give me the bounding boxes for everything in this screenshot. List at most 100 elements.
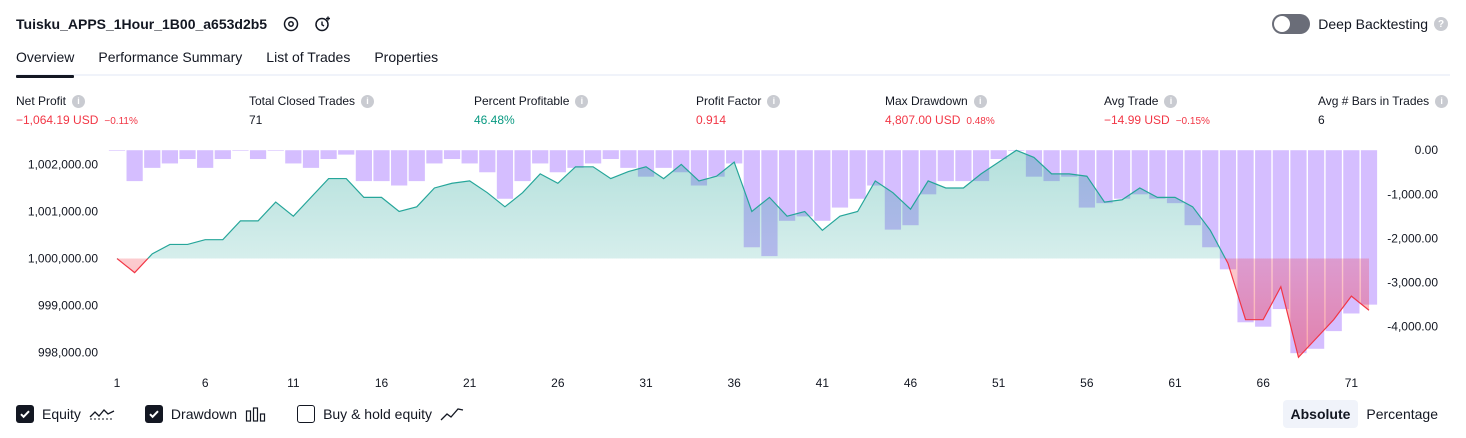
- info-icon[interactable]: i: [72, 94, 86, 108]
- drawdown-bar: [144, 150, 161, 168]
- metric-avg-bars-in-trades: Avg # Bars in Trades i 6: [1318, 93, 1449, 129]
- x-tick-label: 61: [1168, 376, 1182, 390]
- deep-backtesting-toggle[interactable]: [1272, 14, 1311, 34]
- absolute-button[interactable]: Absolute: [1282, 400, 1359, 428]
- metric-label: Avg Trade: [1104, 94, 1159, 108]
- x-tick-label: 1: [114, 376, 121, 390]
- legend-label: Drawdown: [170, 406, 238, 422]
- info-icon[interactable]: i: [767, 94, 781, 108]
- metric-sub: −0.15%: [1175, 116, 1210, 127]
- metric-label: Max Drawdown: [885, 94, 968, 108]
- y-tick-label-right: -2,000.00: [1387, 231, 1438, 245]
- info-icon[interactable]: i: [973, 94, 987, 108]
- drawdown-bar: [496, 150, 514, 199]
- legend-label: Equity: [42, 406, 81, 422]
- metric-value: 46.48%: [474, 113, 515, 127]
- equity-area-positive: [147, 150, 1226, 259]
- chart-legend: Equity Drawdown Buy & hold equity: [16, 402, 494, 426]
- x-tick-label: 51: [992, 376, 1006, 390]
- settings-icon[interactable]: [281, 14, 301, 34]
- drawdown-bar: [778, 150, 796, 221]
- drawdown-bar: [285, 150, 302, 164]
- metric-percent-profitable: Percent Profitable i 46.48%: [474, 93, 589, 129]
- x-tick-label: 16: [375, 376, 389, 390]
- drawdown-bar: [1219, 150, 1237, 270]
- y-tick-label-right: -4,000.00: [1387, 320, 1438, 334]
- drawdown-bar: [408, 150, 425, 182]
- checkbox-checked-icon[interactable]: [16, 405, 34, 423]
- drawdown-bar: [673, 150, 690, 173]
- x-tick-label: 31: [639, 376, 653, 390]
- tab-list-of-trades[interactable]: List of Trades: [266, 49, 351, 65]
- metric-max-drawdown: Max Drawdown i 4,807.00 USD 0.48%: [885, 93, 995, 129]
- drawdown-bar: [443, 150, 461, 160]
- drawdown-bar: [214, 150, 231, 160]
- drawdown-bar: [602, 150, 619, 160]
- drawdown-bar: [108, 150, 126, 151]
- drawdown-bar: [567, 150, 584, 168]
- info-icon[interactable]: i: [1435, 94, 1449, 108]
- y-tick-label-left: 1,002,000.00: [28, 157, 98, 171]
- metric-label: Total Closed Trades: [249, 94, 356, 108]
- drawdown-bar: [126, 150, 143, 182]
- drawdown-bar: [955, 150, 972, 182]
- drawdown-bar: [391, 150, 408, 186]
- x-tick-label: 6: [202, 376, 209, 390]
- drawdown-bar: [355, 150, 372, 182]
- drawdown-bar: [937, 150, 954, 182]
- drawdown-bar: [814, 150, 831, 221]
- legend-drawdown[interactable]: Drawdown: [144, 405, 267, 423]
- drawdown-bar: [726, 150, 743, 164]
- drawdown-bar: [197, 150, 214, 168]
- equity-drawdown-chart[interactable]: 998,000.00 999,000.00 1,000,000.00 1,001,00…: [0, 140, 1466, 392]
- x-tick-label: 71: [1345, 376, 1359, 390]
- y-tick-label-left: 1,001,000.00: [28, 204, 98, 218]
- drawdown-bar: [990, 150, 1007, 160]
- add-alert-icon[interactable]: [313, 14, 333, 34]
- drawdown-bar: [1096, 150, 1113, 204]
- drawdown-bar: [585, 150, 602, 164]
- info-icon[interactable]: i: [1164, 94, 1178, 108]
- metric-value: −14.99 USD: [1104, 113, 1170, 127]
- metric-value: 4,807.00 USD: [885, 113, 961, 127]
- tab-bar: Overview Performance Summary List of Tra…: [16, 46, 1450, 78]
- x-tick-label: 36: [728, 376, 742, 390]
- metric-value: −1,064.19 USD: [16, 113, 99, 127]
- metric-value: 71: [249, 113, 263, 127]
- x-tick-label: 21: [463, 376, 477, 390]
- metric-net-profit: Net Profit i −1,064.19 USD −0.11%: [16, 93, 138, 129]
- tab-overview[interactable]: Overview: [16, 46, 75, 78]
- strategy-title: Tuisku_APPS_1Hour_1B00_a653d2b5: [16, 16, 268, 32]
- legend-buy-hold-equity[interactable]: Buy & hold equity: [297, 405, 464, 423]
- x-tick-label: 11: [287, 376, 300, 390]
- deep-backtesting: Deep Backtesting ?: [1272, 12, 1448, 36]
- drawdown-bar: [514, 150, 531, 182]
- drawdown-bar: [1131, 150, 1148, 195]
- tab-properties[interactable]: Properties: [374, 49, 439, 65]
- equity-area-negative: [117, 258, 1369, 358]
- x-tick-label: 26: [551, 376, 565, 390]
- drawdown-bar: [1166, 150, 1184, 204]
- checkbox-checked-icon[interactable]: [144, 405, 163, 423]
- drawdown-bar: [1149, 150, 1166, 199]
- buy-hold-line-icon: [440, 406, 464, 422]
- checkbox-unchecked-icon[interactable]: [297, 405, 316, 423]
- drawdown-bar: [302, 150, 320, 168]
- drawdown-bar: [1061, 150, 1078, 177]
- help-icon[interactable]: ?: [1434, 17, 1448, 31]
- drawdown-bar: [179, 150, 196, 160]
- legend-equity[interactable]: Equity: [16, 405, 115, 423]
- legend-label: Buy & hold equity: [323, 406, 433, 422]
- percentage-button[interactable]: Percentage: [1366, 406, 1438, 422]
- info-icon[interactable]: i: [361, 94, 375, 108]
- metric-label: Profit Factor: [696, 94, 762, 108]
- drawdown-bar: [479, 150, 496, 173]
- metric-sub: 0.48%: [966, 116, 995, 127]
- y-tick-label-right: -1,000.00: [1387, 187, 1438, 201]
- drawdown-bar: [708, 150, 725, 177]
- info-icon[interactable]: i: [575, 94, 589, 108]
- x-tick-label: 66: [1257, 376, 1271, 390]
- y-tick-label-left: 998,000.00: [38, 346, 98, 360]
- drawdown-bar: [620, 150, 637, 168]
- tab-performance-summary[interactable]: Performance Summary: [98, 49, 243, 65]
